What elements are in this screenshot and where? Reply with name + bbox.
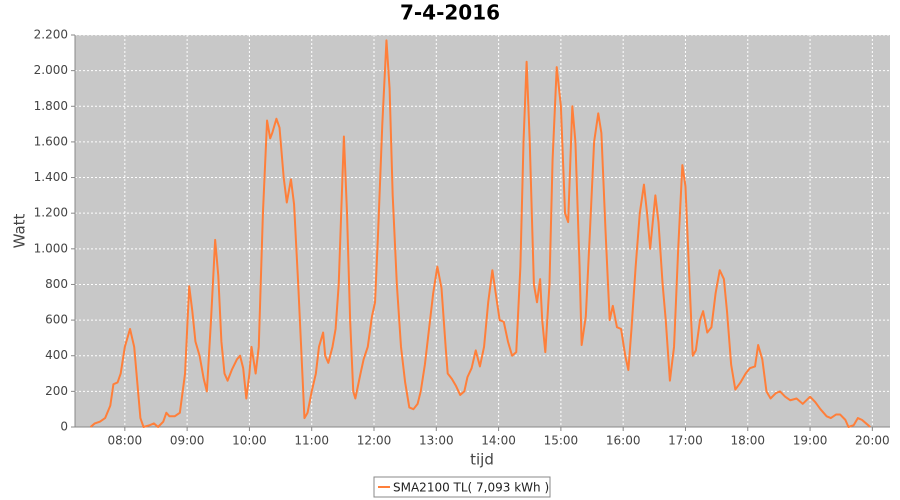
y-tick-label: 600 — [45, 313, 68, 327]
x-tick-label: 11:00 — [294, 434, 329, 448]
y-tick-label: 400 — [45, 348, 68, 362]
y-tick-label: 0 — [60, 420, 68, 434]
y-tick-label: 800 — [45, 277, 68, 291]
y-tick-label: 1.000 — [34, 241, 68, 255]
x-tick-label: 08:00 — [108, 434, 143, 448]
x-tick-label: 19:00 — [793, 434, 828, 448]
y-tick-label: 2.200 — [34, 28, 68, 42]
x-tick-label: 18:00 — [730, 434, 765, 448]
x-tick-label: 13:00 — [419, 434, 454, 448]
x-tick-label: 12:00 — [357, 434, 392, 448]
y-tick-label: 1.600 — [34, 134, 68, 148]
x-tick-label: 17:00 — [668, 434, 703, 448]
legend-box — [373, 476, 551, 498]
x-tick-label: 15:00 — [544, 434, 579, 448]
x-tick-label: 14:00 — [481, 434, 516, 448]
x-tick-label: 10:00 — [232, 434, 267, 448]
x-tick-label: 16:00 — [606, 434, 641, 448]
y-tick-label: 1.400 — [34, 170, 68, 184]
legend-item: SMA2100 TL( 7,093 kWh ) — [373, 476, 551, 498]
y-tick-label: 1.200 — [34, 206, 68, 220]
y-tick-label: 200 — [45, 384, 68, 398]
plot-area — [75, 35, 890, 427]
y-axis-label: Watt — [11, 213, 29, 248]
x-tick-label: 20:00 — [855, 434, 890, 448]
y-tick-label: 2.000 — [34, 63, 68, 77]
series-line — [89, 39, 871, 428]
chart-title: 7-4-2016 — [400, 1, 500, 25]
x-axis-label: tijd — [470, 451, 494, 469]
legend-label: SMA2100 TL( 7,093 kWh ) — [393, 481, 549, 495]
x-tick-label: 09:00 — [170, 434, 205, 448]
y-tick-label: 1.800 — [34, 99, 68, 113]
